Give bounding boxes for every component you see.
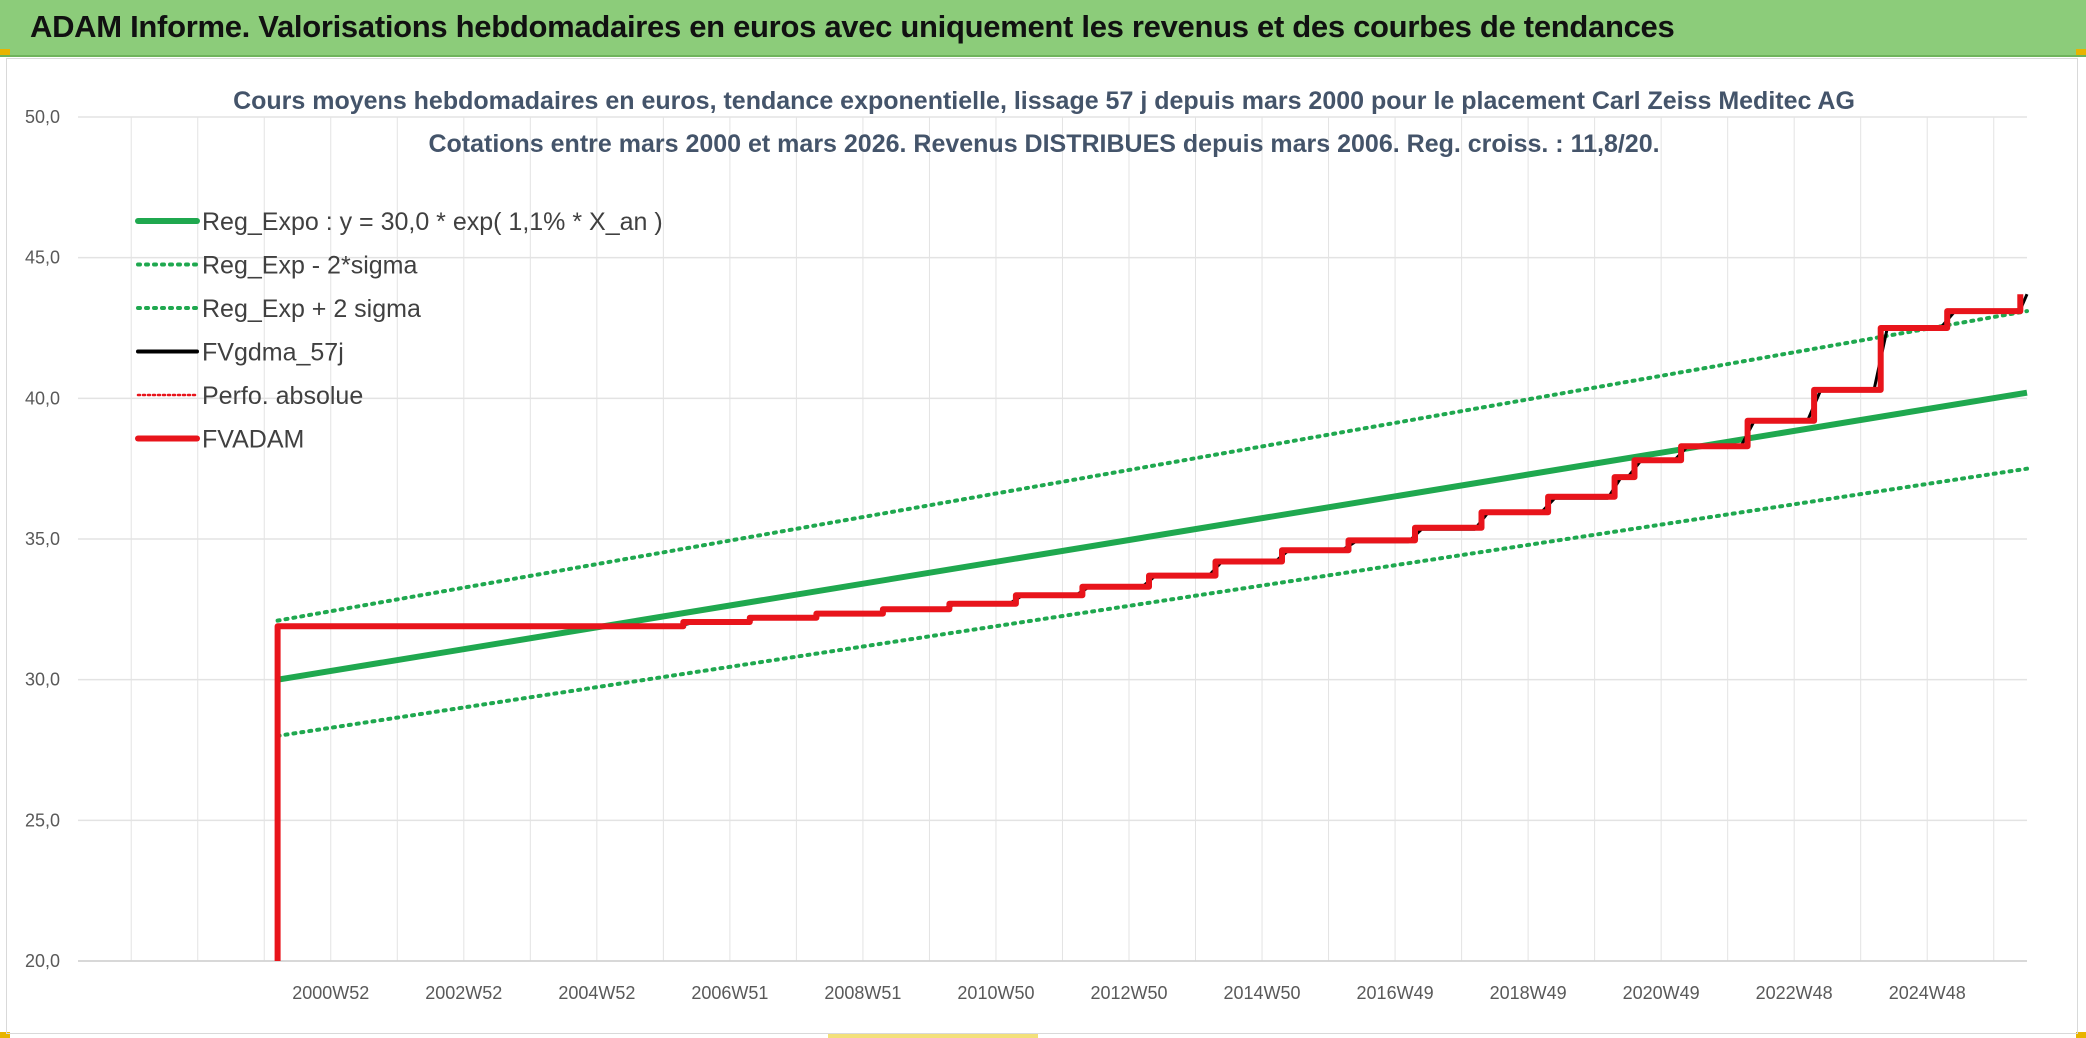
y-axis-ticks: 20,0 25,0 30,0 35,0 40,0 45,0 50,0 [25, 107, 60, 971]
legend-label: Perfo. absolue [202, 382, 363, 410]
corner-marker-top-right [2076, 49, 2086, 55]
series-line-5 [274, 294, 2024, 961]
corner-marker-bottom-middle [828, 1034, 1038, 1038]
x-tick-label: 2012W50 [1090, 983, 1167, 1003]
x-tick-label: 2010W50 [957, 983, 1034, 1003]
chart-series [274, 293, 2029, 961]
legend-label: Reg_Exp + 2 sigma [202, 295, 421, 323]
x-tick-label: 2006W51 [691, 983, 768, 1003]
report-title: ADAM Informe. Valorisations hebdomadaire… [30, 9, 1675, 44]
y-tick-label: 30,0 [25, 670, 60, 690]
chart-frame [6, 58, 2078, 1034]
legend-label: FVADAM [202, 426, 304, 454]
series-line-1 [275, 466, 2029, 738]
x-tick-label: 2016W49 [1357, 983, 1434, 1003]
chart-grid [78, 116, 2027, 962]
x-tick-label: 2020W49 [1623, 983, 1700, 1003]
x-tick-label: 2022W48 [1756, 983, 1833, 1003]
chart-legend: Reg_Expo : y = 30,0 * exp( 1,1% * X_an )… [135, 208, 663, 454]
y-tick-label: 35,0 [25, 529, 60, 549]
series-line-2 [275, 309, 2029, 623]
x-axis-ticks: 2000W52 2002W52 2004W52 2006W51 2008W51 2010W… [292, 983, 1966, 1003]
y-tick-label: 45,0 [25, 248, 60, 268]
x-tick-label: 2000W52 [292, 983, 369, 1003]
x-tick-label: 2002W52 [425, 983, 502, 1003]
x-tick-label: 2008W51 [824, 983, 901, 1003]
chart-title: Cours moyens hebdomadaires en euros, ten… [233, 87, 1855, 115]
corner-marker-top-left [0, 49, 10, 55]
legend-label: FVgdma_57j [202, 339, 344, 367]
corner-marker-bottom-right [2076, 1032, 2086, 1038]
y-tick-label: 50,0 [25, 107, 60, 127]
series-line-0 [277, 389, 2028, 683]
x-tick-label: 2004W52 [558, 983, 635, 1003]
legend-label: Reg_Exp - 2*sigma [202, 252, 417, 280]
chart-subtitle: Cotations entre mars 2000 et mars 2026. … [428, 130, 1659, 158]
y-tick-label: 40,0 [25, 388, 60, 408]
report-header: ADAM Informe. Valorisations hebdomadaire… [0, 0, 2086, 57]
corner-marker-bottom-left [0, 1032, 10, 1038]
legend-label: Reg_Expo : y = 30,0 * exp( 1,1% * X_an ) [202, 208, 663, 236]
y-tick-label: 20,0 [25, 951, 60, 971]
x-tick-label: 2014W50 [1224, 983, 1301, 1003]
x-tick-label: 2018W49 [1490, 983, 1567, 1003]
x-tick-label: 2024W48 [1889, 983, 1966, 1003]
y-tick-label: 25,0 [25, 810, 60, 830]
